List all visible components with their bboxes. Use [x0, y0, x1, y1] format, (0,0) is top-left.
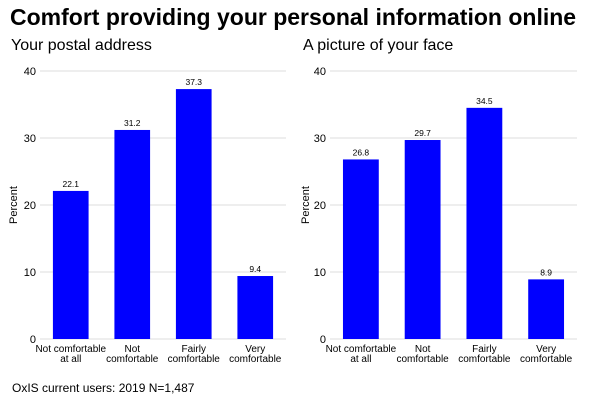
right-panel-title: A picture of your face — [303, 37, 454, 54]
left-panel-title: Your postal address — [11, 37, 152, 54]
bar — [528, 279, 565, 339]
y-axis-label: Percent — [300, 186, 312, 224]
source-note: OxIS current users: 2019 N=1,487 — [12, 381, 195, 395]
x-tick-label: comfortable — [397, 354, 450, 365]
x-tick-label: comfortable — [106, 354, 159, 365]
bar-value-label: 22.1 — [62, 179, 79, 189]
y-tick-label: 10 — [314, 267, 326, 279]
x-tick-label: at all — [350, 354, 371, 365]
bar — [52, 190, 89, 339]
y-tick-label: 30 — [314, 133, 326, 145]
x-tick-label: comfortable — [520, 354, 573, 365]
y-tick-label: 0 — [30, 334, 36, 346]
x-tick-label: Fairly — [472, 344, 496, 355]
bar-value-label: 31.2 — [124, 118, 141, 128]
x-tick-label: Very — [245, 344, 265, 355]
y-tick-label: 20 — [24, 200, 36, 212]
x-tick-label: Very — [536, 344, 556, 355]
x-tick-label: comfortable — [168, 354, 221, 365]
x-tick-label: Fairly — [182, 344, 206, 355]
x-tick-label: at all — [60, 354, 81, 365]
bar — [342, 159, 379, 339]
x-tick-label: comfortable — [458, 354, 511, 365]
y-tick-label: 30 — [24, 133, 36, 145]
bar-value-label: 37.3 — [185, 77, 202, 87]
bar — [114, 129, 151, 339]
bar — [466, 107, 503, 339]
y-axis-label: Percent — [8, 186, 20, 224]
chart-title: Comfort providing your personal informat… — [10, 4, 577, 30]
bar — [237, 276, 274, 339]
bar-value-label: 26.8 — [353, 147, 370, 157]
x-tick-label: Not — [415, 344, 431, 355]
bar — [404, 140, 441, 339]
y-tick-label: 40 — [24, 66, 36, 78]
x-tick-label: Not — [124, 344, 140, 355]
bar-value-label: 29.7 — [414, 128, 431, 138]
y-tick-label: 0 — [320, 334, 326, 346]
y-tick-label: 10 — [24, 267, 36, 279]
y-tick-label: 20 — [314, 200, 326, 212]
x-tick-label: comfortable — [229, 354, 282, 365]
x-tick-label: Not comfortable — [35, 344, 106, 355]
bar-value-label: 34.5 — [476, 96, 493, 106]
bar-value-label: 8.9 — [540, 267, 552, 277]
bar — [175, 89, 212, 339]
y-tick-label: 40 — [314, 66, 326, 78]
x-tick-label: Not comfortable — [326, 344, 397, 355]
bar-value-label: 9.4 — [249, 264, 261, 274]
